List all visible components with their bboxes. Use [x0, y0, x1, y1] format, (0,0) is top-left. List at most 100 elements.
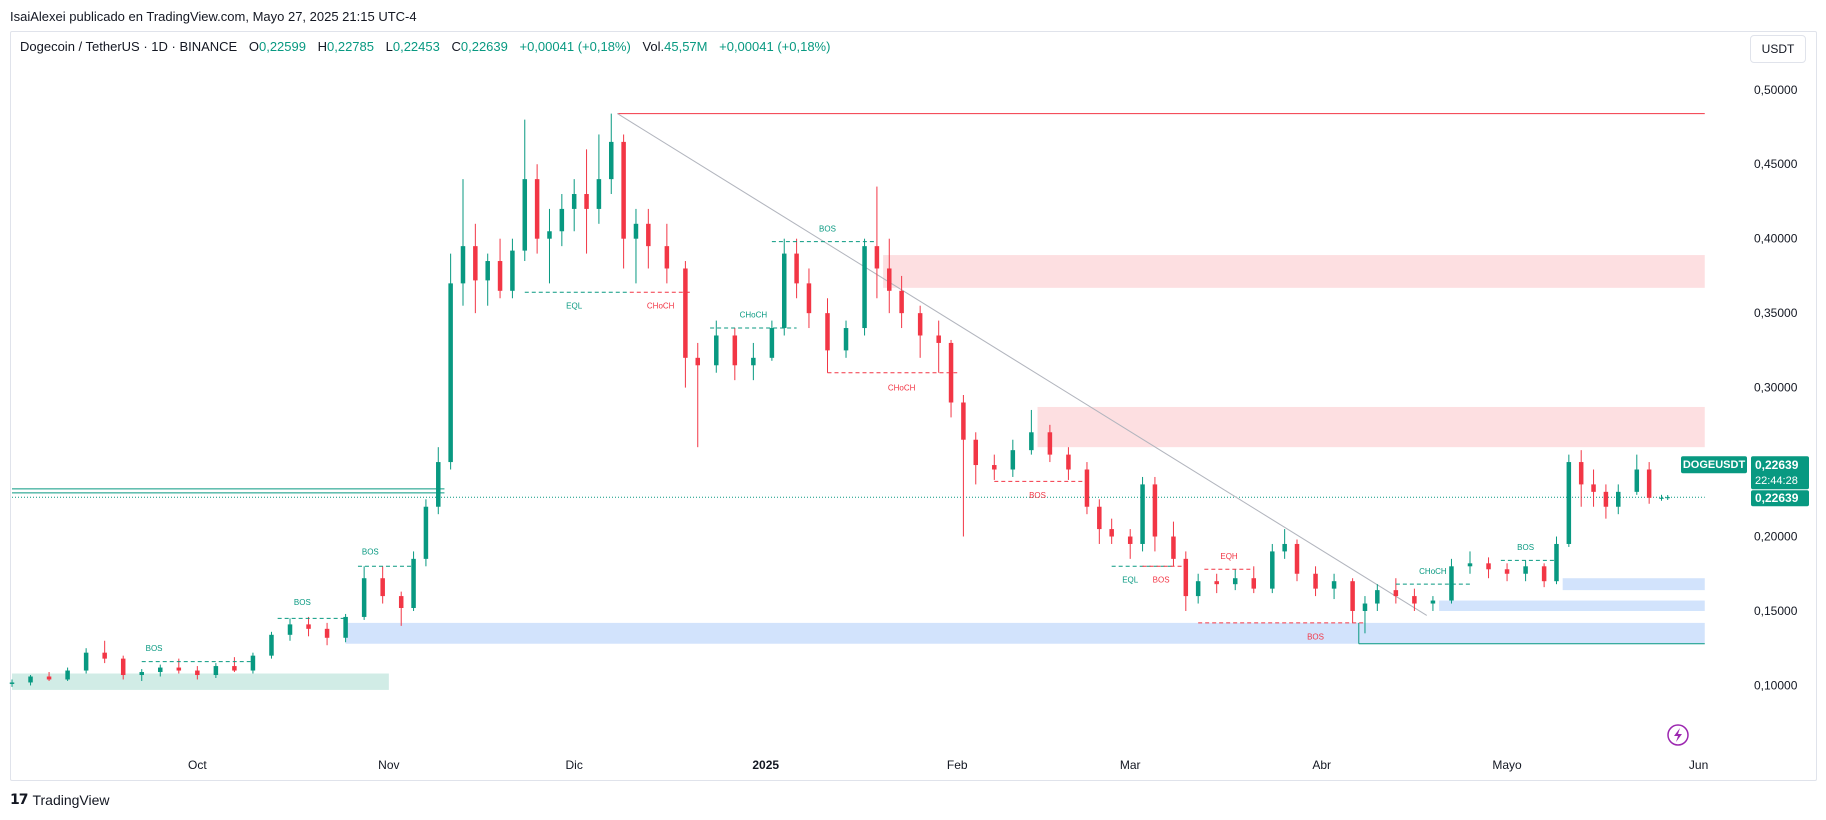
candle-body — [1127, 536, 1133, 544]
symbol-tag-bg — [1681, 456, 1747, 474]
candle — [1331, 573, 1337, 600]
candle — [1010, 439, 1016, 477]
candle — [1350, 578, 1355, 623]
candle-body — [65, 670, 70, 680]
candle — [1097, 499, 1102, 544]
candle-body — [1362, 603, 1368, 611]
candle — [887, 238, 892, 314]
candle-body — [324, 628, 330, 638]
candle — [9, 679, 15, 687]
candle — [1504, 563, 1510, 582]
candle-body — [781, 253, 787, 329]
candle — [1029, 409, 1034, 455]
candle — [380, 566, 385, 604]
candle-body — [1152, 484, 1158, 537]
candle — [948, 339, 954, 418]
candle-body — [1140, 484, 1145, 544]
y-tick-label: 0,30000 — [1754, 381, 1798, 395]
candle — [324, 622, 330, 646]
candle — [1109, 518, 1114, 544]
price-tag: DOGEUSDT 0,22639 22:44:28 0,22639 — [1681, 456, 1809, 507]
candle — [139, 669, 144, 681]
candle — [176, 658, 182, 674]
candle-body — [547, 231, 552, 239]
candle-body — [751, 357, 756, 366]
candle — [874, 186, 880, 299]
candle — [973, 432, 979, 485]
candle — [936, 320, 941, 373]
zone-supply — [883, 255, 1705, 288]
lightning-icon[interactable] — [1667, 724, 1689, 746]
candle-body — [683, 268, 688, 358]
candle-body — [120, 658, 126, 676]
candle-body — [411, 558, 416, 608]
candle-body — [102, 652, 107, 659]
high-label: H — [317, 39, 327, 54]
candle-body — [213, 666, 219, 676]
zone-demand — [1439, 600, 1705, 611]
candle — [547, 208, 552, 284]
chart-frame[interactable] — [10, 31, 1817, 781]
candle-body — [1251, 578, 1257, 589]
candle-body — [1659, 497, 1664, 499]
structure-label: BOS — [819, 224, 836, 233]
candle-body — [936, 335, 941, 343]
candle — [287, 618, 293, 641]
candle — [1634, 454, 1640, 495]
candle — [646, 208, 651, 269]
candle — [559, 194, 565, 247]
candle — [794, 238, 799, 299]
candle — [1066, 447, 1071, 480]
candle-body — [522, 179, 528, 251]
candle — [1523, 560, 1528, 582]
candle-body — [1578, 462, 1584, 485]
currency-button[interactable]: USDT — [1750, 35, 1806, 63]
candle — [862, 238, 867, 336]
candle-body — [609, 141, 614, 180]
candle-body — [948, 342, 954, 403]
candle-body — [158, 667, 163, 673]
candle — [806, 268, 812, 329]
structure-label: CHoCH — [740, 311, 768, 320]
y-tick-label: 0,50000 — [1754, 83, 1798, 97]
candle-body — [1270, 551, 1275, 589]
candle — [158, 664, 163, 677]
candle-body — [287, 624, 293, 635]
symbol-title[interactable]: Dogecoin / TetherUS · 1D · BINANCE — [20, 39, 238, 54]
candle-body — [343, 616, 348, 638]
candle-body — [1097, 506, 1102, 530]
candle-body — [1467, 563, 1473, 567]
candle-body — [1294, 543, 1300, 574]
candle-body — [646, 223, 651, 247]
candle-body — [794, 253, 799, 284]
candle-body — [176, 667, 182, 671]
candle-body — [917, 313, 923, 336]
candle — [1232, 569, 1238, 591]
volume-change: +0,00041 (+0,18%) — [719, 39, 831, 54]
candle — [448, 253, 453, 470]
candle — [1566, 454, 1572, 547]
candle-body — [1591, 484, 1596, 492]
candle-body — [973, 439, 979, 466]
candle — [250, 652, 256, 674]
structure-label: EQL — [1122, 576, 1139, 585]
candle-body — [843, 328, 849, 351]
candle — [1127, 529, 1133, 559]
symbol-tag-text: DOGEUSDT — [1683, 459, 1746, 471]
candle-body — [596, 179, 602, 209]
candle-body — [306, 624, 311, 629]
candle — [1362, 596, 1368, 634]
open-value: 0,22599 — [258, 39, 306, 54]
candle-body — [139, 672, 144, 676]
candle — [361, 566, 367, 620]
candle-body — [1634, 469, 1640, 492]
candle-body — [874, 246, 880, 269]
x-tick-label: Nov — [378, 758, 399, 772]
tradingview-footer[interactable]: 17 TradingView — [10, 792, 110, 808]
candle-body — [250, 655, 256, 671]
candle-body — [1375, 590, 1380, 604]
candle-body — [714, 335, 719, 366]
candle — [534, 164, 540, 254]
candle — [46, 672, 52, 681]
